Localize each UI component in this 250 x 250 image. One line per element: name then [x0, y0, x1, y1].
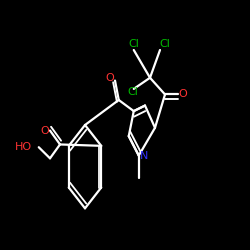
- Text: Cl: Cl: [128, 40, 139, 50]
- Text: Cl: Cl: [160, 40, 170, 50]
- Text: O: O: [105, 73, 114, 83]
- Text: O: O: [40, 126, 49, 136]
- Text: HO: HO: [16, 142, 32, 152]
- Text: O: O: [178, 90, 188, 100]
- Text: Cl: Cl: [127, 87, 138, 97]
- Text: N: N: [140, 150, 148, 160]
